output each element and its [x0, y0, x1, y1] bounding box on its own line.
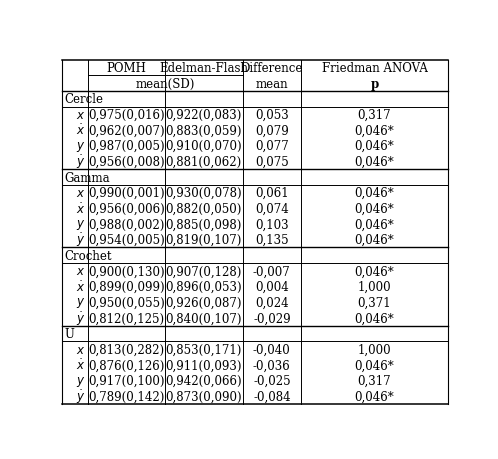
Text: 0,789(0,142): 0,789(0,142) — [88, 390, 164, 403]
Text: -0,025: -0,025 — [253, 375, 291, 387]
Text: 0,004: 0,004 — [255, 280, 289, 293]
Text: $y$: $y$ — [76, 218, 86, 231]
Text: $\dot{x}$: $\dot{x}$ — [76, 280, 86, 294]
Text: Friedman ANOVA: Friedman ANOVA — [322, 62, 427, 75]
Text: 0,077: 0,077 — [255, 140, 289, 153]
Text: 0,046*: 0,046* — [355, 218, 394, 231]
Text: 0,135: 0,135 — [255, 234, 289, 246]
Text: mean(SD): mean(SD) — [136, 78, 195, 90]
Text: 0,956(0,008): 0,956(0,008) — [88, 156, 165, 168]
Text: $y$: $y$ — [76, 374, 86, 388]
Text: 0,883(0,059): 0,883(0,059) — [165, 124, 242, 137]
Text: 0,371: 0,371 — [358, 296, 391, 309]
Text: 1,000: 1,000 — [358, 343, 391, 356]
Text: $x$: $x$ — [76, 109, 86, 122]
Text: 0,812(0,125): 0,812(0,125) — [88, 312, 164, 325]
Text: 0,061: 0,061 — [255, 187, 289, 200]
Text: $x$: $x$ — [76, 343, 86, 356]
Text: $x$: $x$ — [76, 265, 86, 278]
Text: 1,000: 1,000 — [358, 280, 391, 293]
Text: 0,990(0,001): 0,990(0,001) — [88, 187, 165, 200]
Text: -0,007: -0,007 — [253, 265, 291, 278]
Text: 0,046*: 0,046* — [355, 202, 394, 215]
Text: $\dot{x}$: $\dot{x}$ — [76, 123, 86, 138]
Text: 0,317: 0,317 — [358, 375, 391, 387]
Text: 0,988(0,002): 0,988(0,002) — [88, 218, 164, 231]
Text: -0,029: -0,029 — [253, 312, 291, 325]
Text: 0,885(0,098): 0,885(0,098) — [165, 218, 242, 231]
Text: mean: mean — [255, 78, 288, 90]
Text: 0,813(0,282): 0,813(0,282) — [88, 343, 164, 356]
Text: 0,917(0,100): 0,917(0,100) — [88, 375, 164, 387]
Text: 0,046*: 0,046* — [355, 390, 394, 403]
Text: 0,975(0,016): 0,975(0,016) — [88, 109, 165, 122]
Text: $x$: $x$ — [76, 187, 86, 200]
Text: $\dot{y}$: $\dot{y}$ — [76, 309, 86, 327]
Text: POMH: POMH — [107, 62, 146, 75]
Text: U: U — [64, 327, 74, 341]
Text: -0,040: -0,040 — [253, 343, 291, 356]
Text: 0,956(0,006): 0,956(0,006) — [88, 202, 165, 215]
Text: 0,046*: 0,046* — [355, 358, 394, 372]
Text: $\dot{x}$: $\dot{x}$ — [76, 202, 86, 216]
Text: $\dot{y}$: $\dot{y}$ — [76, 388, 86, 405]
Text: 0,840(0,107): 0,840(0,107) — [165, 312, 242, 325]
Text: 0,317: 0,317 — [358, 109, 391, 122]
Text: $\dot{x}$: $\dot{x}$ — [76, 358, 86, 372]
Text: Edelman-Flash: Edelman-Flash — [159, 62, 248, 75]
Text: 0,103: 0,103 — [255, 218, 289, 231]
Text: 0,046*: 0,046* — [355, 312, 394, 325]
Text: $\dot{y}$: $\dot{y}$ — [76, 153, 86, 171]
Text: Crochet: Crochet — [64, 249, 112, 262]
Text: 0,882(0,050): 0,882(0,050) — [165, 202, 242, 215]
Text: 0,053: 0,053 — [255, 109, 289, 122]
Text: 0,079: 0,079 — [255, 124, 289, 137]
Text: 0,910(0,070): 0,910(0,070) — [165, 140, 242, 153]
Text: 0,074: 0,074 — [255, 202, 289, 215]
Text: p: p — [371, 78, 378, 90]
Text: 0,907(0,128): 0,907(0,128) — [165, 265, 242, 278]
Text: 0,046*: 0,046* — [355, 124, 394, 137]
Text: 0,950(0,055): 0,950(0,055) — [88, 296, 165, 309]
Text: 0,962(0,007): 0,962(0,007) — [88, 124, 165, 137]
Text: 0,075: 0,075 — [255, 156, 289, 168]
Text: 0,926(0,087): 0,926(0,087) — [165, 296, 242, 309]
Text: 0,853(0,171): 0,853(0,171) — [165, 343, 242, 356]
Text: 0,876(0,126): 0,876(0,126) — [88, 358, 164, 372]
Text: 0,046*: 0,046* — [355, 234, 394, 246]
Text: $y$: $y$ — [76, 296, 86, 310]
Text: -0,084: -0,084 — [253, 390, 291, 403]
Text: 0,873(0,090): 0,873(0,090) — [165, 390, 242, 403]
Text: 0,046*: 0,046* — [355, 187, 394, 200]
Text: 0,046*: 0,046* — [355, 265, 394, 278]
Text: 0,900(0,130): 0,900(0,130) — [88, 265, 165, 278]
Text: $y$: $y$ — [76, 140, 86, 153]
Text: 0,930(0,078): 0,930(0,078) — [165, 187, 242, 200]
Text: -0,036: -0,036 — [253, 358, 291, 372]
Text: Cercle: Cercle — [64, 93, 103, 106]
Text: 0,987(0,005): 0,987(0,005) — [88, 140, 165, 153]
Text: 0,881(0,062): 0,881(0,062) — [165, 156, 242, 168]
Text: 0,942(0,066): 0,942(0,066) — [165, 375, 242, 387]
Text: 0,819(0,107): 0,819(0,107) — [165, 234, 242, 246]
Text: Difference: Difference — [241, 62, 303, 75]
Text: 0,911(0,093): 0,911(0,093) — [165, 358, 242, 372]
Text: 0,922(0,083): 0,922(0,083) — [165, 109, 242, 122]
Text: 0,899(0,099): 0,899(0,099) — [88, 280, 165, 293]
Text: 0,046*: 0,046* — [355, 156, 394, 168]
Text: 0,046*: 0,046* — [355, 140, 394, 153]
Text: 0,954(0,005): 0,954(0,005) — [88, 234, 165, 246]
Text: $\dot{y}$: $\dot{y}$ — [76, 231, 86, 249]
Text: 0,896(0,053): 0,896(0,053) — [165, 280, 242, 293]
Text: 0,024: 0,024 — [255, 296, 289, 309]
Text: Gamma: Gamma — [64, 171, 110, 184]
